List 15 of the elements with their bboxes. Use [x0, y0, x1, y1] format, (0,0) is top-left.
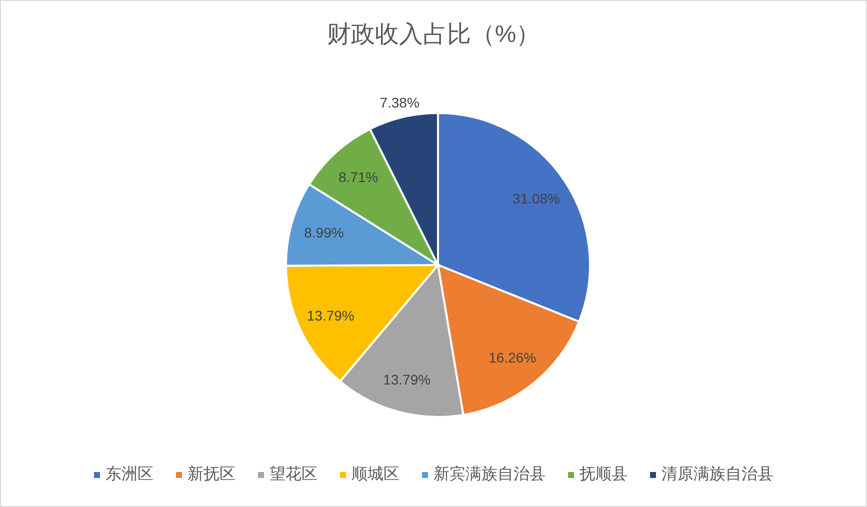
- data-label: 31.08%: [512, 190, 560, 207]
- legend-label: 新抚区: [188, 464, 236, 485]
- data-label: 7.38%: [380, 94, 420, 110]
- legend-label: 顺城区: [352, 464, 400, 485]
- data-label: 8.71%: [338, 169, 378, 186]
- data-label: 8.99%: [304, 224, 344, 241]
- legend-label: 抚顺县: [580, 465, 628, 485]
- legend-label: 新宾满族自治县: [434, 464, 546, 485]
- chart-title: 财政收入占比（%）: [326, 20, 542, 50]
- legend-label: 东洲区: [106, 464, 154, 485]
- legend-label: 清原满族自治县: [662, 464, 774, 485]
- data-label: 16.26%: [488, 349, 536, 366]
- data-label: 13.79%: [306, 307, 354, 324]
- legend-label: 望花区: [270, 464, 318, 485]
- data-label: 13.79%: [383, 371, 431, 388]
